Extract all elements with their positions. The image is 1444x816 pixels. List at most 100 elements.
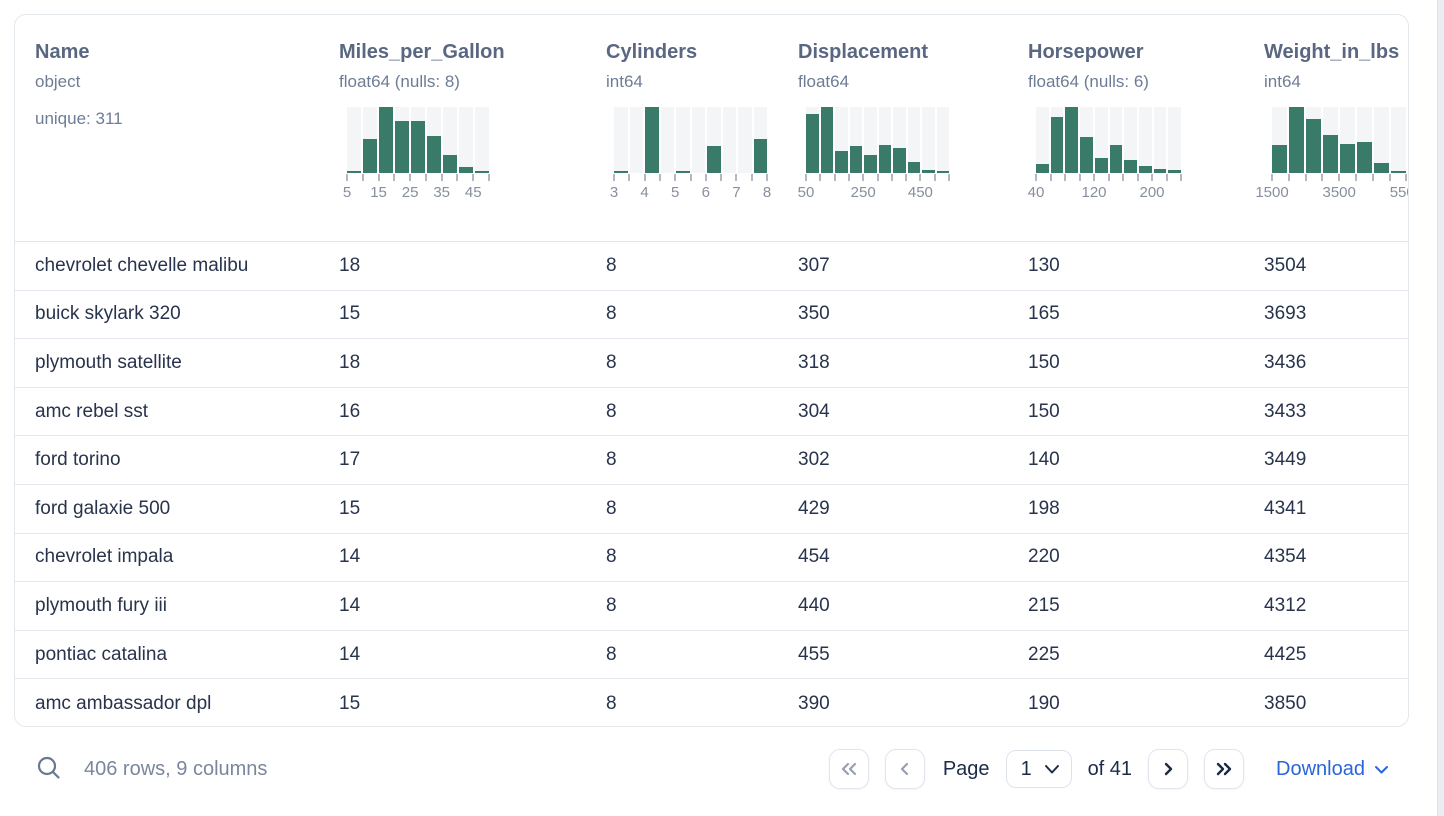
histogram-bin [1340, 107, 1355, 173]
column-title[interactable]: Cylinders [606, 41, 698, 63]
column-title[interactable]: Name [35, 41, 90, 63]
histogram-bar [1065, 107, 1079, 173]
row-count-summary: 406 rows, 9 columns [84, 757, 268, 780]
histogram-bar [753, 138, 767, 173]
table-cell: 8 [606, 546, 617, 568]
table-cell: 302 [798, 449, 830, 471]
table-cell: 220 [1028, 546, 1060, 568]
histogram-axis-label: 250 [850, 184, 876, 201]
table-row[interactable]: amc ambassador dpl 15 8 390 190 3850 [15, 679, 1408, 726]
page-label: Page [942, 757, 990, 780]
first-page-button[interactable] [828, 749, 869, 789]
column-dtype: float64 (nulls: 6) [1028, 72, 1149, 91]
table-header-row: Name object unique: 311 Miles_per_Gallon flo… [15, 15, 1408, 242]
histogram-plot [614, 107, 767, 173]
histogram-tick [1165, 174, 1168, 181]
histogram-bin [1094, 107, 1108, 173]
table-cell: 8 [606, 351, 617, 373]
table-cell: buick skylark 320 [35, 303, 181, 325]
column-header-Displacement: Displacement float64 50 250 450 [798, 41, 1028, 241]
histogram-bin [676, 107, 690, 173]
histogram-tick [890, 174, 893, 181]
histogram-tick [409, 174, 412, 181]
histogram-axis-label: 450 [907, 184, 933, 201]
histogram-bar [1391, 171, 1406, 173]
histogram-bin [379, 107, 393, 173]
histogram-tick [377, 174, 380, 181]
histogram-tick [658, 174, 661, 181]
histogram-axis-labels: 1500 3500 5500 [1255, 184, 1408, 204]
histogram-tick [1355, 174, 1357, 181]
histogram-tick [1049, 174, 1052, 181]
search-button[interactable] [34, 753, 64, 786]
histogram-tick [689, 174, 692, 181]
table-cell: 440 [798, 594, 830, 616]
table-body: chevrolet chevelle malibu 18 8 307 130 3504 bu… [15, 242, 1408, 726]
histogram-tick [361, 174, 364, 181]
histogram-bin [411, 107, 425, 173]
histogram-bin [1272, 107, 1287, 173]
histogram-axis-label: 6 [701, 184, 710, 201]
histogram-bin [645, 107, 659, 173]
histogram-axis-label: 200 [1139, 184, 1165, 201]
page-total-label: of 41 [1087, 757, 1133, 780]
histogram-tick [440, 174, 443, 181]
histogram-bin [363, 107, 377, 173]
table-cell: 8 [606, 594, 617, 616]
histogram-bin [1153, 107, 1167, 173]
table-cell: 307 [798, 254, 830, 276]
histogram-bin [864, 107, 877, 173]
table-row[interactable]: pontiac catalina 14 8 455 225 4425 [15, 630, 1408, 680]
histogram-bar [922, 170, 935, 173]
last-page-button[interactable] [1204, 749, 1245, 789]
histogram-bin [806, 107, 819, 173]
histogram-axis-label: 5500 [1389, 184, 1408, 201]
histogram-tick [424, 174, 427, 181]
table-row[interactable]: ford torino 17 8 302 140 3449 [15, 436, 1408, 485]
histogram-tick [1093, 174, 1095, 181]
table-row[interactable]: buick skylark 320 15 8 350 165 3693 [15, 290, 1408, 340]
table-cell: 318 [798, 351, 830, 373]
table-cell: 18 [339, 351, 361, 373]
table-cell: 14 [339, 594, 361, 616]
histogram-tick [674, 174, 677, 181]
histogram-bin [1374, 107, 1389, 173]
page-select[interactable]: 1 [1005, 750, 1072, 788]
table-row[interactable]: ford galaxie 500 15 8 429 198 4341 [15, 484, 1408, 534]
table-cell: 16 [339, 400, 361, 422]
histogram-bar [1080, 137, 1093, 173]
histogram-tick [1304, 174, 1307, 181]
table-cell: 8 [606, 692, 617, 714]
histogram-tick [1371, 174, 1374, 181]
table-row[interactable]: plymouth satellite 18 8 318 150 3436 [15, 339, 1408, 388]
histogram-bin [691, 107, 705, 173]
previous-page-button[interactable] [884, 749, 925, 789]
table-cell: 3504 [1264, 254, 1307, 276]
table-cell: chevrolet chevelle malibu [35, 254, 249, 276]
table-cell: 4425 [1264, 643, 1307, 665]
histogram-Displacement: 50 250 450 [798, 107, 950, 204]
table-cell: 18 [339, 254, 361, 276]
histogram-axis-labels: 5 15 25 35 45 [343, 184, 489, 204]
column-title[interactable]: Horsepower [1028, 41, 1144, 63]
table-row[interactable]: chevrolet chevelle malibu 18 8 307 130 3504 [15, 242, 1408, 291]
table-cell: 130 [1028, 254, 1060, 276]
histogram-bar [1323, 135, 1338, 173]
histogram-axis-labels: 50 250 450 [798, 184, 949, 204]
column-title[interactable]: Weight_in_lbs [1264, 41, 1400, 63]
histogram-plot [806, 107, 949, 173]
histogram-tick [1321, 174, 1324, 181]
download-button[interactable]: Download [1276, 758, 1389, 781]
column-title[interactable]: Displacement [798, 41, 929, 63]
histogram-tick [1064, 174, 1066, 181]
table-row[interactable]: chevrolet impala 14 8 454 220 4354 [15, 533, 1408, 583]
table-row[interactable]: amc rebel sst 16 8 304 150 3433 [15, 387, 1408, 437]
column-title[interactable]: Miles_per_Gallon [339, 41, 505, 63]
histogram-bar [1036, 163, 1049, 173]
table-row[interactable]: plymouth fury iii 14 8 440 215 4312 [15, 582, 1408, 631]
histogram-bin [1391, 107, 1406, 173]
table-cell: 8 [606, 254, 617, 276]
table-cell: 14 [339, 546, 361, 568]
next-page-button[interactable] [1148, 749, 1189, 789]
chevron-double-left-icon [839, 760, 859, 778]
